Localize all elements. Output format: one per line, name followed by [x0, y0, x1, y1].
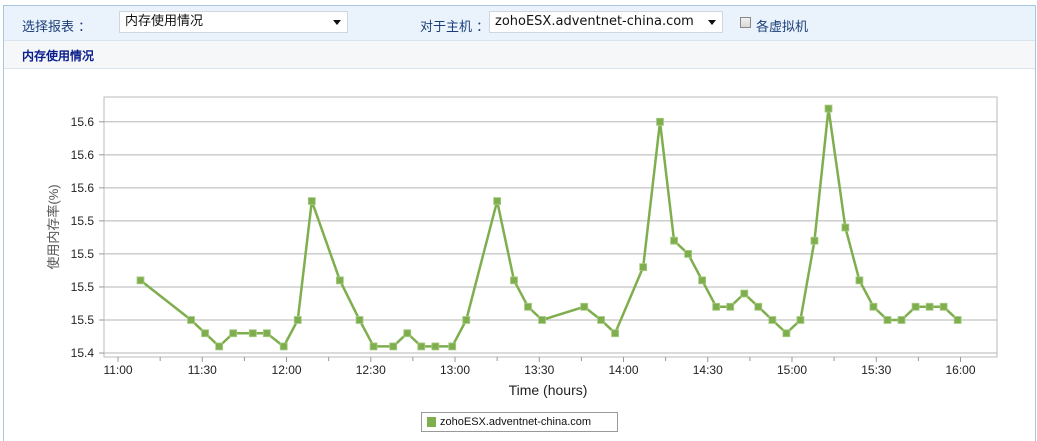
legend-swatch	[427, 417, 436, 427]
data-point	[855, 276, 864, 285]
data-point	[782, 329, 791, 338]
x-tick-label: 15:00	[777, 363, 807, 377]
data-point	[597, 316, 605, 324]
x-tick-label: 11:30	[188, 363, 217, 377]
data-point	[229, 329, 238, 338]
y-tick-label: 15.5	[71, 280, 95, 294]
data-point	[740, 289, 749, 298]
data-point	[510, 276, 518, 285]
report-select-value: 内存使用情况	[125, 14, 204, 29]
data-point	[883, 316, 892, 324]
data-point	[187, 316, 195, 324]
data-point	[670, 236, 678, 245]
data-point	[768, 316, 777, 324]
section-header: 内存使用情况	[4, 41, 1035, 69]
data-point	[869, 302, 878, 311]
data-point	[201, 329, 209, 338]
y-tick-label: 15.5	[71, 214, 95, 228]
data-point	[307, 197, 316, 205]
data-point	[639, 263, 648, 272]
x-tick-label: 12:30	[356, 363, 386, 377]
data-point	[279, 342, 288, 351]
data-point	[796, 316, 805, 324]
data-point	[925, 302, 934, 311]
data-point	[698, 276, 707, 285]
y-tick-label: 15.4	[71, 346, 95, 360]
report-panel	[3, 5, 1036, 441]
data-point	[538, 316, 546, 324]
data-point	[215, 342, 224, 351]
data-point	[656, 117, 664, 126]
data-point	[462, 316, 471, 324]
x-tick-label: 12:00	[272, 363, 302, 377]
data-point	[953, 316, 962, 324]
y-tick-label: 15.6	[71, 115, 95, 129]
data-point	[911, 302, 920, 311]
data-point	[810, 236, 819, 245]
vm-checkbox[interactable]	[740, 17, 751, 28]
host-select-label: 对于主机 ：	[420, 20, 490, 35]
data-point	[824, 104, 833, 113]
data-point	[335, 276, 344, 285]
x-axis-title: Time (hours)	[509, 382, 588, 398]
host-select[interactable]: zohoESX.adventnet-china.com	[489, 11, 723, 33]
data-point	[712, 302, 721, 311]
data-point	[897, 316, 906, 324]
data-point	[389, 342, 398, 351]
x-tick-label: 14:30	[693, 363, 723, 377]
legend-label: zohoESX.adventnet-china.com	[440, 416, 592, 428]
data-point	[448, 342, 457, 351]
data-point	[355, 316, 364, 324]
x-tick-label: 15:30	[861, 363, 891, 377]
data-point	[524, 302, 532, 311]
data-point	[248, 329, 257, 338]
data-point	[493, 197, 502, 205]
data-point	[369, 342, 378, 351]
data-point	[580, 302, 589, 311]
vm-checkbox-label[interactable]: 各虚拟机	[756, 20, 809, 35]
data-point	[841, 223, 850, 232]
x-tick-label: 13:00	[440, 363, 470, 377]
toolbar: 选择报表 ： 内存使用情况 对于主机 ： zohoESX.adventnet-c…	[4, 6, 1035, 41]
section-title: 内存使用情况	[22, 49, 95, 63]
report-select[interactable]: 内存使用情况	[119, 11, 348, 33]
y-tick-label: 15.6	[71, 181, 95, 195]
host-select-value: zohoESX.adventnet-china.com	[495, 14, 694, 29]
data-point	[754, 302, 763, 311]
data-point	[417, 342, 426, 351]
chevron-down-icon	[333, 20, 341, 25]
chart-legend: zohoESX.adventnet-china.com	[421, 412, 618, 432]
y-tick-label: 15.5	[71, 247, 95, 261]
report-select-label: 选择报表 ：	[22, 20, 92, 35]
data-point	[431, 342, 440, 351]
data-point	[403, 329, 412, 338]
data-point	[262, 329, 271, 338]
y-axis-title: 使用内存率(%)	[46, 184, 61, 269]
x-tick-label: 16:00	[945, 363, 975, 377]
y-tick-label: 15.6	[71, 148, 95, 162]
data-point	[611, 329, 619, 338]
data-point	[136, 276, 145, 285]
data-point	[726, 302, 735, 311]
chevron-down-icon	[708, 20, 716, 25]
data-point	[939, 302, 948, 311]
y-tick-label: 15.5	[71, 313, 95, 327]
x-tick-label: 14:00	[608, 363, 638, 377]
x-tick-label: 11:00	[103, 363, 132, 377]
data-point	[684, 250, 693, 258]
x-tick-label: 13:30	[524, 363, 554, 377]
data-point	[293, 316, 302, 324]
